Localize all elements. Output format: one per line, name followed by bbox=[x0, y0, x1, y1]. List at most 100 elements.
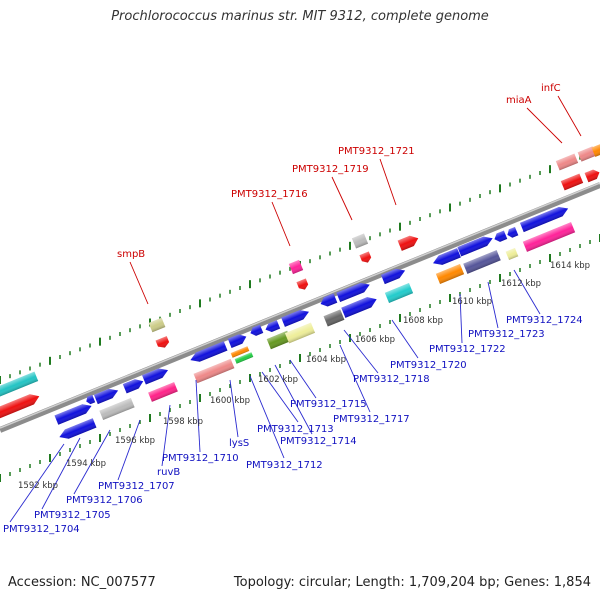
gene-feature[interactable] bbox=[155, 336, 171, 350]
gene-feature[interactable] bbox=[359, 251, 372, 264]
gene-feature[interactable] bbox=[234, 352, 254, 364]
gene-feature[interactable] bbox=[397, 233, 421, 251]
gene-shading bbox=[296, 278, 309, 290]
gene-feature[interactable] bbox=[148, 382, 178, 402]
leader-line bbox=[249, 375, 285, 459]
gene-feature[interactable] bbox=[0, 371, 39, 399]
leader-line bbox=[513, 269, 541, 315]
gene-feature[interactable] bbox=[323, 309, 345, 327]
gene-feature[interactable] bbox=[288, 259, 304, 275]
leader-line bbox=[391, 319, 419, 359]
gene-label[interactable]: PMT9312_1714 bbox=[280, 436, 357, 447]
leader-line bbox=[487, 281, 499, 329]
gene-label[interactable]: PMT9312_1716 bbox=[231, 189, 308, 200]
gene-feature[interactable] bbox=[591, 143, 600, 157]
gene-feature[interactable] bbox=[341, 294, 378, 318]
gene-shading bbox=[584, 169, 600, 183]
gene-feature[interactable] bbox=[193, 358, 235, 384]
gene-feature[interactable] bbox=[560, 173, 584, 191]
gene-shading bbox=[341, 297, 377, 318]
gene-feature[interactable] bbox=[505, 247, 519, 261]
gene-feature[interactable] bbox=[522, 222, 576, 252]
gene-shading bbox=[0, 371, 39, 399]
gene-label[interactable]: PMT9312_1707 bbox=[98, 481, 175, 492]
gene-shading bbox=[281, 310, 309, 327]
gene-label[interactable]: PMT9312_1722 bbox=[429, 344, 506, 355]
gene-feature[interactable] bbox=[94, 386, 120, 405]
gene-feature[interactable] bbox=[457, 234, 494, 257]
scale-label: 1596 kbp bbox=[115, 436, 155, 446]
gene-feature[interactable] bbox=[493, 230, 508, 244]
gene-feature[interactable] bbox=[58, 418, 97, 442]
gene-shading bbox=[359, 251, 372, 263]
gene-feature[interactable] bbox=[384, 282, 414, 304]
leader-line bbox=[73, 429, 111, 495]
gene-feature[interactable] bbox=[584, 168, 600, 183]
gene-feature[interactable] bbox=[381, 266, 407, 285]
gene-label[interactable]: PMT9312_1713 bbox=[257, 424, 334, 435]
scale-label: 1614 kbp bbox=[550, 261, 590, 271]
gene-feature[interactable] bbox=[351, 233, 369, 249]
gene-feature[interactable] bbox=[189, 341, 228, 365]
gene-label[interactable]: PMT9312_1715 bbox=[290, 399, 367, 410]
gene-feature[interactable] bbox=[227, 332, 248, 349]
gene-shading bbox=[190, 341, 228, 362]
gene-label[interactable]: PMT9312_1712 bbox=[246, 460, 323, 471]
gene-feature[interactable] bbox=[249, 324, 264, 338]
gene-label[interactable]: PMT9312_1705 bbox=[34, 510, 111, 521]
page-title: Prochlorococcus marinus str. MIT 9312, c… bbox=[111, 9, 489, 24]
gene-label[interactable]: ruvB bbox=[157, 467, 180, 478]
gene-feature[interactable] bbox=[555, 153, 579, 171]
gene-label[interactable]: smpB bbox=[117, 249, 145, 260]
gene-label[interactable]: PMT9312_1721 bbox=[338, 146, 415, 157]
gene-shading bbox=[591, 143, 600, 157]
gene-feature[interactable] bbox=[266, 330, 292, 350]
gene-feature[interactable] bbox=[230, 346, 250, 358]
gene-label[interactable]: lysS bbox=[229, 438, 249, 449]
gene-label[interactable]: PMT9312_1704 bbox=[3, 524, 80, 535]
gene-feature[interactable] bbox=[284, 322, 316, 344]
gene-label[interactable]: PMT9312_1710 bbox=[162, 453, 239, 464]
gene-label[interactable]: PMT9312_1718 bbox=[353, 374, 430, 385]
gene-feature[interactable] bbox=[264, 320, 281, 334]
gene-features bbox=[0, 143, 600, 442]
gene-feature[interactable] bbox=[0, 391, 41, 419]
gene-feature[interactable] bbox=[281, 307, 311, 327]
gene-feature[interactable] bbox=[85, 394, 96, 405]
gene-shading bbox=[234, 352, 254, 364]
scale-label: 1608 kbp bbox=[403, 316, 443, 326]
gene-label[interactable]: PMT9312_1723 bbox=[468, 329, 545, 340]
gene-label[interactable]: PMT9312_1717 bbox=[333, 414, 410, 425]
gene-feature[interactable] bbox=[142, 365, 170, 385]
gene-feature[interactable] bbox=[54, 401, 94, 425]
gene-label[interactable]: PMT9312_1720 bbox=[390, 360, 467, 371]
leader-line bbox=[289, 359, 317, 399]
gene-feature[interactable] bbox=[506, 226, 519, 239]
accession-text: Accession: NC_007577 bbox=[8, 575, 156, 590]
gene-shading bbox=[266, 330, 292, 350]
gene-feature[interactable] bbox=[296, 278, 309, 291]
gene-feature[interactable] bbox=[577, 146, 597, 162]
gene-shading bbox=[519, 206, 569, 233]
gene-feature[interactable] bbox=[463, 250, 501, 274]
gene-feature[interactable] bbox=[435, 263, 465, 285]
leader-line bbox=[41, 437, 81, 510]
gene-label[interactable]: PMT9312_1724 bbox=[506, 315, 583, 326]
gene-label[interactable]: PMT9312_1706 bbox=[66, 495, 143, 506]
scale-label: 1600 kbp bbox=[210, 396, 250, 406]
tick-row-lower bbox=[0, 234, 600, 482]
gene-shading bbox=[577, 146, 597, 162]
gene-feature[interactable] bbox=[99, 397, 135, 421]
gene-feature[interactable] bbox=[122, 377, 145, 394]
gene-label[interactable]: infC bbox=[541, 83, 561, 94]
gene-feature[interactable] bbox=[148, 317, 166, 333]
gene-feature[interactable] bbox=[336, 280, 371, 303]
gene-feature[interactable] bbox=[319, 293, 338, 308]
gene-feature[interactable] bbox=[519, 204, 570, 233]
gene-label[interactable]: PMT9312_1719 bbox=[292, 164, 369, 175]
gene-label[interactable]: miaA bbox=[506, 95, 532, 106]
gene-shading bbox=[555, 153, 579, 171]
gene-feature[interactable] bbox=[431, 248, 461, 268]
gene-shading bbox=[155, 336, 170, 348]
